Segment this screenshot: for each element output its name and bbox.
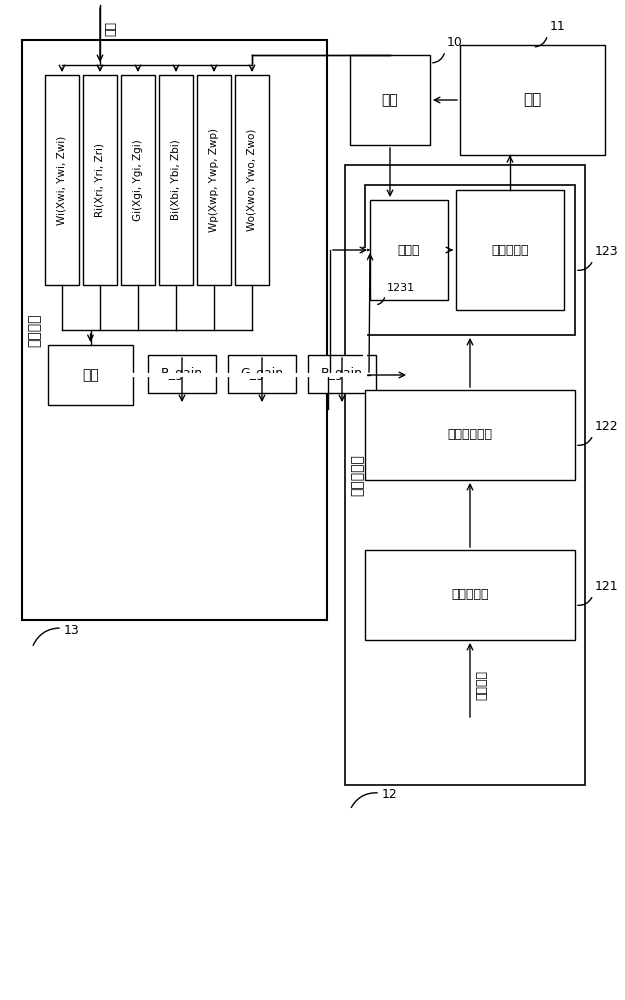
Text: 解交错扫描器: 解交错扫描器 — [448, 428, 493, 442]
Text: G_gain: G_gain — [241, 367, 284, 380]
Bar — [365, 185, 575, 335]
Bar — [22, 40, 327, 620]
Text: Wo(Xwo, Ywo, Zwo): Wo(Xwo, Ywo, Zwo) — [247, 129, 257, 231]
Text: B_gain: B_gain — [321, 367, 363, 380]
Text: 13: 13 — [64, 624, 80, 637]
Bar — [159, 75, 193, 285]
Bar — [365, 390, 575, 480]
Text: 面板: 面板 — [523, 93, 542, 107]
Text: 数值: 数值 — [104, 20, 117, 35]
Text: Gi(Xgi, Ygi, Zgi): Gi(Xgi, Ygi, Zgi) — [133, 139, 143, 221]
Bar — [350, 55, 430, 145]
Bar — [235, 75, 269, 285]
Bar — [148, 355, 216, 393]
Bar — [370, 200, 448, 300]
Text: 12: 12 — [382, 788, 398, 802]
Bar — [83, 75, 117, 285]
Text: 11: 11 — [549, 20, 565, 33]
Text: 122: 122 — [595, 420, 619, 433]
Bar — [197, 75, 231, 285]
Bar — [121, 75, 155, 285]
Bar — [308, 355, 376, 393]
Bar — [345, 165, 585, 785]
Text: 计算: 计算 — [82, 368, 99, 382]
Text: Wi(Xwi, Ywi, Zwi): Wi(Xwi, Ywi, Zwi) — [57, 135, 67, 225]
Text: 视频信号: 视频信号 — [475, 670, 488, 700]
Text: 存储器: 存储器 — [398, 243, 420, 256]
Text: 视频解码器: 视频解码器 — [451, 588, 489, 601]
Bar — [45, 75, 79, 285]
Bar — [460, 45, 605, 155]
Text: 仪器: 仪器 — [382, 93, 398, 107]
Text: 运算单元: 运算单元 — [27, 313, 41, 347]
Text: 1231: 1231 — [387, 283, 415, 293]
Bar — [228, 355, 296, 393]
Bar — [48, 345, 133, 405]
Bar — [365, 550, 575, 640]
Text: Ri(Xri, Yri, Zri): Ri(Xri, Yri, Zri) — [95, 143, 105, 217]
Text: Bi(Xbi, Ybi, Zbi): Bi(Xbi, Ybi, Zbi) — [171, 140, 181, 220]
Text: 10: 10 — [447, 36, 463, 49]
Text: R_gain: R_gain — [161, 367, 203, 380]
Text: 系统电路板: 系统电路板 — [350, 454, 364, 496]
Bar — [456, 190, 564, 310]
Text: 123: 123 — [595, 245, 619, 258]
Text: 121: 121 — [595, 580, 619, 593]
Text: Wp(Xwp, Ywp, Zwp): Wp(Xwp, Ywp, Zwp) — [209, 128, 219, 232]
Text: 缩放控制器: 缩放控制器 — [491, 243, 529, 256]
